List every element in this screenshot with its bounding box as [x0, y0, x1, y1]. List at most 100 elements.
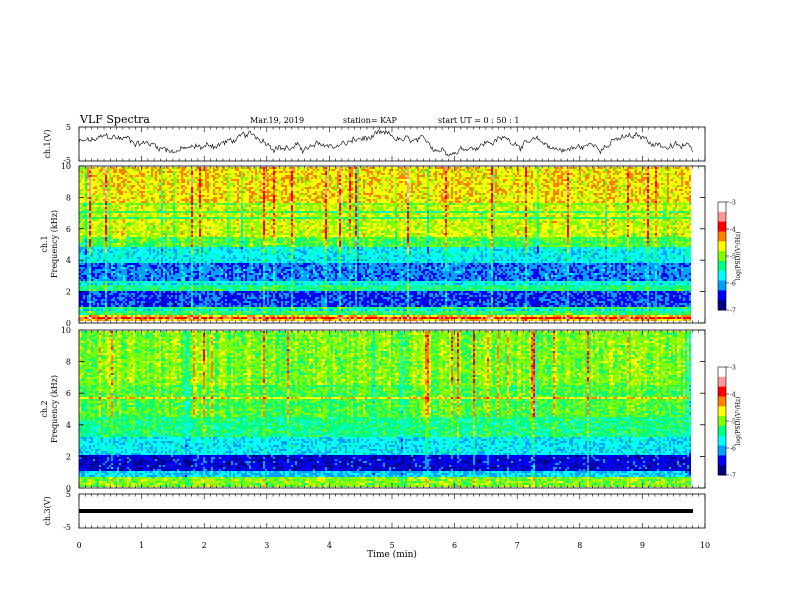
spectrogram-cell: [241, 207, 243, 209]
spectrogram-cell: [253, 187, 257, 189]
spectrogram-cell: [227, 203, 229, 205]
spectrogram-cell: [415, 167, 417, 169]
spectrogram-cell: [241, 197, 243, 199]
spectrogram-cell: [301, 195, 303, 197]
spectrogram-cell: [173, 213, 177, 215]
spectrogram-cell: [419, 185, 421, 187]
spectrogram-cell: [121, 215, 123, 217]
spectrogram-cell: [219, 197, 223, 199]
spectrogram-cell: [81, 181, 85, 183]
spectrogram-cell: [457, 203, 459, 205]
spectrogram-cell: [457, 185, 465, 187]
spectrogram-cell: [191, 193, 193, 195]
spectrogram-cell: [203, 217, 207, 219]
spectrogram-cell: [657, 211, 659, 213]
spectrogram-cell: [167, 217, 169, 219]
spectrogram-cell: [657, 185, 659, 187]
spectrogram-cell: [317, 177, 319, 179]
spectrogram-cell: [193, 193, 195, 195]
spectrogram-cell: [643, 173, 647, 175]
spectrogram-cell: [317, 207, 319, 209]
spectrogram-cell: [79, 203, 83, 205]
spectrogram-cell: [151, 183, 153, 185]
spectrogram-cell: [561, 169, 567, 171]
spectrogram-cell: [275, 187, 285, 189]
spectrogram-cell: [227, 167, 229, 169]
spectrogram-cell: [89, 175, 91, 177]
spectrogram-cell: [355, 211, 357, 213]
spectrogram-cell: [93, 187, 97, 189]
spectrogram-cell: [613, 173, 615, 175]
spectrogram-cell: [259, 215, 261, 217]
spectrogram-cell: [495, 187, 497, 189]
spectrogram-cell: [343, 189, 345, 191]
spectrogram-cell: [559, 197, 567, 199]
spectrogram-cell: [451, 171, 453, 173]
spectrogram-cell: [421, 201, 425, 203]
spectrogram-cell: [409, 195, 411, 197]
spectrogram-cell: [123, 187, 127, 189]
spectrogram-cell: [619, 211, 621, 213]
spectrogram-cell: [577, 177, 579, 179]
spectrogram-cell: [429, 193, 433, 195]
spectrogram-cell: [175, 193, 177, 195]
spectrogram-cell: [293, 201, 295, 203]
spectrogram-cell: [101, 207, 103, 209]
spectrogram-cell: [647, 207, 649, 209]
spectrogram-cell: [535, 181, 539, 183]
spectrogram-cell: [581, 201, 583, 203]
spectrogram-cell: [437, 213, 441, 215]
spectrogram-cell: [155, 189, 157, 191]
spectrogram-cell: [551, 197, 555, 199]
spectrogram-cell: [241, 203, 243, 205]
spectrogram-cell: [597, 187, 599, 189]
spectrogram-cell: [189, 207, 191, 209]
spectrogram-cell: [209, 211, 211, 213]
spectrogram-cell: [527, 183, 529, 185]
spectrogram-cell: [389, 183, 391, 185]
spectrogram-cell: [413, 203, 421, 205]
spectrogram-cell: [255, 195, 259, 197]
spectrogram-cell: [241, 171, 243, 173]
spectrogram-cell: [683, 197, 685, 199]
spectrogram-cell: [191, 207, 193, 209]
spectrogram-cell: [539, 175, 541, 177]
spectrogram-cell: [401, 173, 403, 175]
spectrogram-cell: [91, 177, 97, 179]
spectrogram-cell: [455, 167, 459, 169]
spectrogram-cell: [569, 181, 571, 183]
spectrogram-cell: [349, 207, 351, 209]
spectrogram-cell: [427, 185, 429, 187]
spectrogram-cell: [457, 175, 459, 177]
spectrogram-cell: [523, 197, 525, 199]
spectrogram-cell: [647, 211, 649, 213]
spectrogram-cell: [203, 211, 205, 213]
spectrogram-cell: [149, 177, 151, 179]
spectrogram-cell: [557, 175, 563, 177]
spectrogram-cell: [341, 187, 343, 189]
spectrogram-cell: [405, 201, 407, 203]
spectrogram-cell: [541, 189, 549, 191]
spectrogram-cell: [157, 187, 159, 189]
spectrogram-cell: [409, 189, 411, 191]
spectrogram-cell: [377, 199, 387, 201]
spectrogram-cell: [283, 203, 291, 205]
spectrogram-cell: [201, 199, 203, 201]
spectrogram-cell: [673, 215, 675, 217]
spectrogram-cell: [165, 217, 167, 219]
spectrogram-cell: [281, 199, 283, 201]
spectrogram-cell: [529, 215, 537, 217]
spectrogram-cell: [203, 181, 205, 183]
spectrogram-cell: [113, 183, 115, 185]
spectrogram-cell: [365, 191, 371, 193]
spectrogram-cell: [85, 181, 87, 183]
spectrogram-cell: [339, 175, 341, 177]
spectrogram-cell: [569, 171, 579, 173]
spectrogram-cell: [543, 185, 549, 187]
spectrogram-cell: [505, 181, 513, 183]
spectrogram-cell: [487, 177, 491, 179]
spectrogram-cell: [613, 205, 615, 207]
spectrogram-cell: [153, 193, 161, 195]
spectrogram-cell: [473, 201, 475, 203]
spectrogram-cell: [243, 187, 247, 189]
